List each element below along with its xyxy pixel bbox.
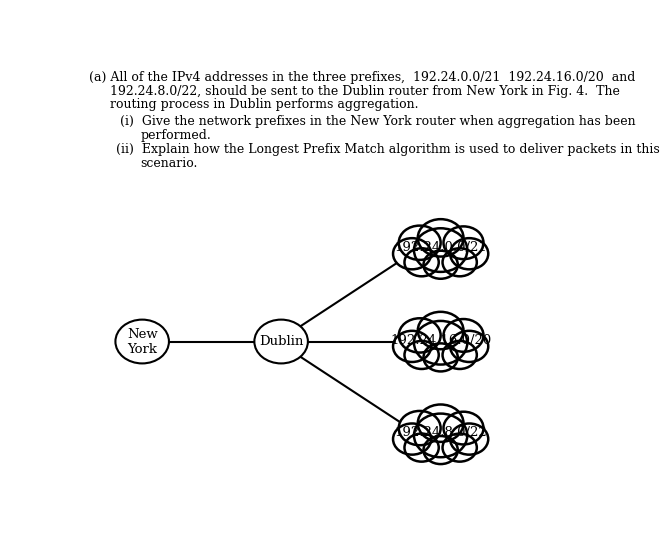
Circle shape — [424, 344, 457, 371]
Circle shape — [442, 248, 477, 276]
Circle shape — [399, 318, 441, 353]
Circle shape — [414, 321, 467, 364]
Circle shape — [116, 319, 169, 363]
Text: 192.24.8.0/22, should be sent to the Dublin router from New York in Fig. 4.  The: 192.24.8.0/22, should be sent to the Dub… — [110, 85, 620, 97]
Text: New
York: New York — [127, 328, 157, 356]
Circle shape — [450, 331, 488, 362]
Text: performed.: performed. — [141, 129, 211, 142]
Circle shape — [442, 341, 477, 369]
Circle shape — [399, 225, 441, 260]
Circle shape — [444, 412, 483, 444]
Text: 192.24.8.0/22: 192.24.8.0/22 — [394, 427, 487, 439]
Circle shape — [444, 226, 483, 259]
Text: (ii)  Explain how the Longest Prefix Match algorithm is used to deliver packets : (ii) Explain how the Longest Prefix Matc… — [116, 143, 660, 156]
Circle shape — [404, 434, 439, 462]
Circle shape — [442, 434, 477, 462]
Circle shape — [418, 404, 463, 442]
Text: 192.24.0.0/21: 192.24.0.0/21 — [394, 241, 487, 254]
Text: Dublin: Dublin — [259, 335, 303, 348]
Circle shape — [393, 331, 431, 362]
Circle shape — [404, 248, 439, 276]
Circle shape — [450, 238, 488, 269]
Text: scenario.: scenario. — [141, 157, 198, 170]
Text: (a) All of the IPv4 addresses in the three prefixes,  192.24.0.0/21  192.24.16.0: (a) All of the IPv4 addresses in the thr… — [89, 71, 635, 84]
Circle shape — [393, 423, 431, 455]
Text: routing process in Dublin performs aggregation.: routing process in Dublin performs aggre… — [110, 98, 418, 112]
Circle shape — [418, 219, 463, 257]
Circle shape — [414, 228, 467, 272]
Circle shape — [393, 238, 431, 269]
Circle shape — [450, 423, 488, 455]
Text: (i)  Give the network prefixes in the New York router when aggregation has been: (i) Give the network prefixes in the New… — [120, 115, 635, 129]
Circle shape — [424, 436, 457, 464]
Circle shape — [399, 411, 441, 445]
Circle shape — [424, 251, 457, 279]
Circle shape — [414, 414, 467, 457]
Circle shape — [444, 319, 483, 352]
Text: 192.24.16.0/20: 192.24.16.0/20 — [390, 334, 491, 347]
Circle shape — [254, 319, 308, 363]
Circle shape — [418, 312, 463, 349]
Circle shape — [404, 341, 439, 369]
